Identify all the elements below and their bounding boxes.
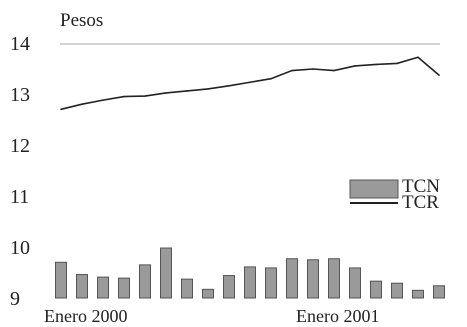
tcr-point <box>270 77 272 80</box>
tcr-point <box>417 56 419 59</box>
tcn-bar <box>160 247 172 299</box>
legend-label-tcn: TCN <box>402 176 440 197</box>
tcr-point <box>438 74 440 76</box>
tcn-bar <box>118 277 130 299</box>
tcn-bar <box>244 266 256 299</box>
tcn-bars <box>55 247 445 299</box>
legend-label-tcr: TCR <box>402 192 439 213</box>
tcr-point <box>354 65 356 67</box>
tcr-point <box>312 68 314 70</box>
tcn-bar <box>370 280 382 299</box>
tcn-bar <box>349 267 361 299</box>
tcn-bar <box>202 288 214 299</box>
tcr-point <box>333 69 335 72</box>
tcn-bar <box>391 282 403 299</box>
tcn-bar <box>55 261 67 299</box>
tcn-bar <box>328 258 340 299</box>
y-tick-label: 10 <box>10 237 30 259</box>
tcn-bar <box>307 259 319 299</box>
x-tick-label: Enero 2000 <box>44 306 127 326</box>
tcr-point <box>165 92 167 94</box>
tcn-bar <box>76 274 88 299</box>
y-axis-ticks: 14 13 12 11 10 9 <box>10 33 30 310</box>
tcn-bar <box>433 285 445 299</box>
tcn-bar <box>181 278 193 299</box>
tcr-point <box>144 95 146 97</box>
legend-swatch-tcn <box>349 179 399 199</box>
y-tick-label: 9 <box>10 288 20 310</box>
y-tick-label: 12 <box>10 135 30 157</box>
tcr-point <box>207 88 209 90</box>
y-tick-label: 14 <box>10 33 30 55</box>
y-tick-label: 11 <box>10 186 29 208</box>
tcr-point <box>81 103 83 105</box>
tcn-bar <box>223 275 235 299</box>
x-tick-label: Enero 2001 <box>296 306 379 326</box>
tcn-bar <box>265 267 277 299</box>
x-axis-ticks: Enero 2000 Enero 2001 <box>44 306 379 326</box>
tcn-bar <box>286 258 298 299</box>
tcr-point <box>396 62 398 65</box>
tcn-bar <box>139 264 151 299</box>
tcn-bar <box>412 289 424 299</box>
tcr-point <box>228 85 230 87</box>
tcr-point <box>375 63 377 66</box>
tcr-series-line <box>60 56 440 111</box>
tcr-point <box>249 81 251 84</box>
tcr-point <box>102 99 104 101</box>
tcr-point <box>291 69 293 72</box>
tcr-point <box>186 90 188 92</box>
unit-label: Pesos <box>60 10 103 31</box>
tcr-point <box>123 95 125 98</box>
tcr-point <box>60 108 62 111</box>
tcn-bar <box>97 276 109 299</box>
legend: TCN TCR <box>349 176 440 213</box>
y-tick-label: 13 <box>10 84 30 106</box>
tcr-line <box>60 56 440 111</box>
